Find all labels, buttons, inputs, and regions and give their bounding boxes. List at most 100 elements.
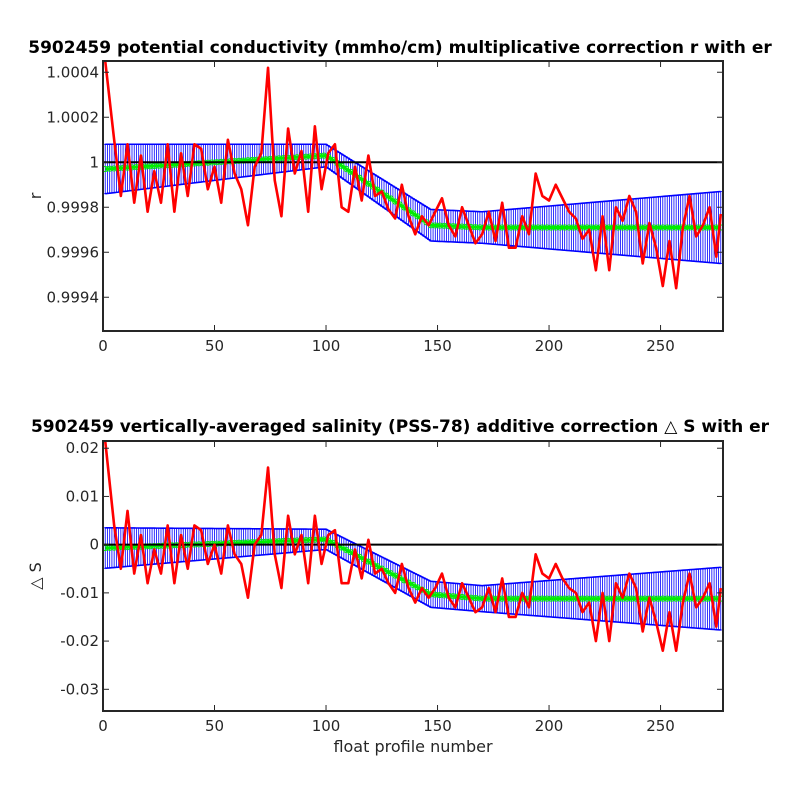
fitted-correction-point [508,224,515,231]
fitted-correction-point [650,595,657,602]
chart-title: 5902459 vertically-averaged salinity (PS… [31,417,770,437]
fitted-correction-point [476,595,484,602]
fitted-correction-point [673,224,680,231]
fitted-correction-point [512,224,519,231]
fitted-correction-point [151,162,158,170]
fitted-correction-point [561,224,568,231]
fitted-correction-point [606,595,613,602]
fitted-correction-point [655,595,662,602]
fitted-correction-point [103,165,109,173]
fitted-correction-point [557,224,564,231]
error-upper-envelope [105,143,721,213]
fitted-correction-point [436,591,443,599]
x-tick-label: 100 [312,717,341,735]
fitted-correction-point [619,224,626,231]
fitted-correction-point [548,224,555,231]
y-tick-label: 0.02 [66,439,99,457]
fitted-correction-point [155,542,162,550]
fitted-correction-point [365,180,372,187]
fitted-correction-point [664,595,671,602]
fitted-correction-point [472,594,479,602]
x-tick-label: 50 [205,717,224,735]
y-tick-label: -0.03 [60,680,99,698]
plot-area [103,441,723,653]
fitted-correction-point [583,224,591,231]
fitted-correction-point [566,595,573,602]
fitted-correction-point [624,224,631,231]
fitted-correction-point [427,591,434,598]
fitted-correction-point [534,224,541,231]
raw-correction-line [103,441,723,653]
x-tick-label: 0 [98,337,108,355]
fitted-correction-point [543,595,550,602]
y-tick-label: -0.02 [60,632,99,650]
y-tick-label: 1.0002 [47,108,100,126]
fitted-correction-point [592,224,599,231]
fitted-correction-point [534,595,541,602]
fitted-correction-point [583,595,591,602]
fitted-correction-point [512,595,519,602]
fitted-correction-point [235,157,243,164]
fitted-correction-point [615,595,622,602]
fitted-correction-point [436,222,443,229]
fitted-correction-point [432,222,439,229]
x-tick-label: 200 [535,337,564,355]
fitted-correction-point [548,595,555,602]
fitted-correction-point [387,195,394,202]
fitted-correction-point [686,224,693,231]
fitted-correction-point [552,224,559,231]
fitted-correction-point [146,163,153,170]
fitted-correction-point [624,595,631,602]
axes-box [102,440,724,712]
y-tick-label: -0.01 [60,584,99,602]
x-tick-label: 150 [423,337,452,355]
fitted-correction-point [414,213,421,220]
fitted-correction-point [276,155,283,162]
fitted-correction-point [588,224,595,231]
fitted-correction-point [561,595,568,602]
fitted-correction-point [539,224,546,231]
y-axis-label: △ S [26,562,45,590]
fitted-correction-point [539,595,546,602]
x-axis-label: float profile number [333,737,493,756]
fitted-correction-point [655,224,662,231]
fitted-correction-point [557,595,564,602]
fitted-correction-point [218,540,225,547]
axes-box [102,60,724,332]
fitted-correction-point [592,595,599,602]
y-tick-label: 0 [89,536,99,554]
fitted-correction-point [450,593,457,600]
fitted-correction-point [673,595,680,602]
raw-correction-line [103,61,723,290]
fitted-correction-point [543,224,550,231]
fitted-correction-point [342,165,350,172]
fitted-correction-point [686,595,693,602]
y-axis-label: r [26,192,45,199]
fitted-correction-point [432,591,439,598]
fitted-correction-point [668,224,675,231]
fitted-correction-point [476,224,484,231]
fitted-correction-point [704,595,711,602]
x-tick-label: 50 [205,337,224,355]
y-tick-label: 0.9996 [47,243,100,261]
fitted-correction-point [552,595,559,602]
fitted-correction-point [668,595,675,602]
fitted-correction-point [664,224,671,231]
fitted-correction-point [588,595,595,602]
x-tick-label: 150 [423,717,452,735]
y-tick-label: 1 [89,153,99,171]
y-tick-label: 0.01 [66,487,99,505]
fitted-correction-point [508,595,515,602]
fitted-correction-point [641,595,649,602]
fitted-correction-point [570,224,577,231]
x-tick-label: 250 [646,717,675,735]
chart-title: 5902459 potential conductivity (mmho/cm)… [28,38,772,58]
fitted-correction-point [628,224,635,231]
x-tick-label: 0 [98,717,108,735]
fitted-correction-point [409,210,417,217]
fitted-correction-point [472,224,479,231]
fitted-correction-point [659,224,666,231]
fitted-correction-point [566,224,573,231]
